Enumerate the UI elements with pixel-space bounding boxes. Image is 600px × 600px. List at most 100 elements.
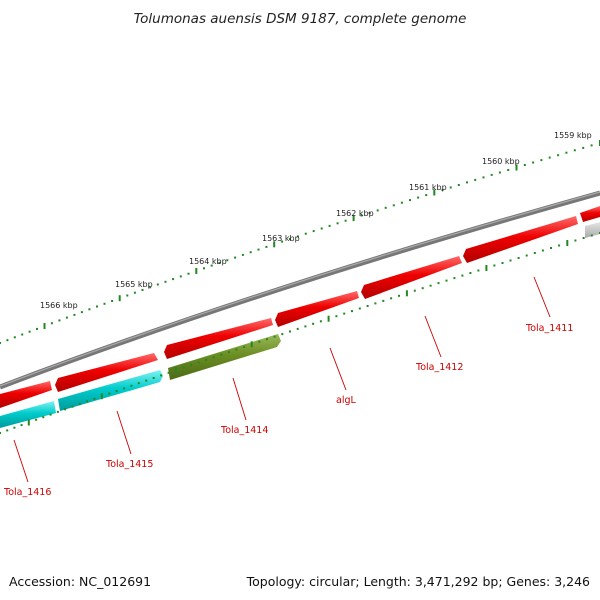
leader-tola-1415 bbox=[116, 410, 132, 455]
ruler-inner-minor-tick bbox=[167, 371, 170, 374]
ruler-inner-minor-tick bbox=[243, 345, 246, 348]
ruler-outer-minor-tick bbox=[400, 201, 403, 204]
gene-arrow-forward-5[interactable] bbox=[55, 353, 158, 392]
ruler-inner-minor-tick bbox=[108, 392, 111, 395]
ruler-tick-label-1562: 1562 kbp bbox=[336, 209, 374, 218]
gene-arrow-edge-top-right[interactable] bbox=[580, 206, 600, 222]
ruler-outer-minor-tick bbox=[50, 322, 53, 325]
ruler-outer-minor-tick bbox=[210, 264, 213, 267]
ruler-outer-minor-tick bbox=[312, 230, 315, 233]
ruler-outer-minor-tick bbox=[474, 178, 477, 181]
ruler-outer-minor-tick bbox=[466, 181, 468, 184]
ruler-tick-label-1559: 1559 kbp bbox=[554, 131, 592, 140]
ruler-outer-minor-tick bbox=[507, 169, 510, 171]
gene-arrow-tola-1411[interactable] bbox=[463, 216, 578, 263]
ruler-outer-major-tick bbox=[195, 268, 198, 274]
ruler-inner-minor-tick bbox=[319, 320, 322, 323]
ruler-inner-minor-tick bbox=[86, 400, 89, 403]
ruler-outer-minor-tick bbox=[265, 245, 268, 248]
ruler-outer-minor-tick bbox=[532, 161, 535, 164]
genome-backbone-highlight bbox=[0, 191, 600, 387]
ruler-inner-major-ticks bbox=[27, 240, 569, 426]
map-title: Tolumonas auensis DSM 9187, complete gen… bbox=[134, 11, 467, 27]
ruler-inner-minor-tick bbox=[477, 269, 480, 272]
ruler-inner-minor-tick bbox=[382, 299, 385, 302]
leader-tola-1414 bbox=[232, 377, 247, 421]
ruler-inner-minor-tick bbox=[582, 237, 585, 239]
ruler-outer-major-tick bbox=[273, 241, 276, 248]
ruler-inner-minor-tick bbox=[64, 408, 67, 411]
ruler-inner-minor-tick bbox=[273, 335, 276, 338]
ruler-inner-minor-tick bbox=[304, 325, 307, 328]
ruler-outer-minor-tick bbox=[111, 300, 114, 302]
gene-arrow-forward-6[interactable] bbox=[0, 381, 52, 408]
gene-label-tola-1415: Tola_1415 bbox=[105, 459, 153, 470]
ruler-inner-major-tick bbox=[327, 315, 330, 322]
ruler-outer-minor-tick bbox=[289, 238, 291, 240]
ruler-outer-minor-tick bbox=[156, 283, 159, 286]
ruler-outer-minor-tick bbox=[441, 189, 444, 191]
ruler-inner-dots bbox=[0, 232, 600, 434]
ruler-inner-minor-tick bbox=[220, 353, 223, 356]
ruler-inner-minor-tick bbox=[182, 366, 185, 369]
ruler-outer-minor-tick bbox=[523, 164, 526, 166]
ruler-outer-minor-tick bbox=[226, 259, 229, 262]
ruler-inner-minor-tick bbox=[517, 257, 520, 259]
ruler-outer-minor-tick bbox=[164, 280, 167, 283]
ruler-inner-minor-tick bbox=[398, 294, 400, 297]
ruler-inner-major-tick bbox=[405, 290, 408, 297]
ruler-outer-minor-tick bbox=[96, 305, 98, 308]
ruler-tick-label-1565: 1565 kbp bbox=[115, 280, 153, 289]
ruler-inner-minor-tick bbox=[6, 429, 9, 432]
ruler-inner-minor-tick bbox=[205, 358, 208, 361]
ruler-outer-minor-tick bbox=[449, 186, 452, 189]
ruler-inner-minor-tick bbox=[413, 289, 416, 292]
gene-arrow-tola-1415[interactable] bbox=[58, 370, 163, 411]
ruler-inner-major-tick bbox=[566, 240, 569, 246]
ruler-inner-major-tick bbox=[250, 341, 253, 348]
ruler-inner-minor-tick bbox=[56, 410, 59, 413]
ruler-outer-minor-tick bbox=[336, 222, 339, 225]
ruler-outer-minor-tick bbox=[582, 146, 585, 149]
ruler-inner-minor-tick bbox=[289, 330, 291, 333]
ruler-tick-label-1564: 1564 kbp bbox=[189, 257, 227, 266]
ruler-inner-minor-tick bbox=[115, 390, 118, 392]
ruler-inner-minor-tick bbox=[145, 379, 148, 382]
ruler-inner-minor-tick bbox=[501, 262, 504, 264]
ruler-inner-minor-tick bbox=[335, 315, 338, 318]
ruler-tick-label-1563: 1563 kbp bbox=[262, 234, 300, 243]
ruler-outer-minor-tick bbox=[565, 151, 568, 154]
gene-label-tola-1411: Tola_1411 bbox=[525, 323, 573, 334]
ruler-outer-minor-tick bbox=[103, 302, 106, 305]
ruler-inner-minor-tick bbox=[49, 413, 52, 416]
ruler-outer-minor-tick bbox=[65, 316, 68, 319]
ruler-inner-minor-tick bbox=[461, 274, 464, 277]
ruler-inner-minor-tick bbox=[190, 364, 193, 366]
gene-arrow-algl[interactable] bbox=[275, 291, 359, 327]
ruler-outer-minor-tick bbox=[590, 144, 593, 147]
gene-arrow-grey-edge[interactable] bbox=[585, 222, 600, 238]
ruler-inner-minor-tick bbox=[312, 322, 315, 325]
ruler-outer-minor-tick bbox=[490, 173, 493, 176]
gene-arrow-tola-1416[interactable] bbox=[0, 401, 56, 428]
gene-arrow-tola-1414[interactable] bbox=[168, 334, 281, 380]
ruler-outer-minor-tick bbox=[203, 267, 205, 270]
ruler-outer-minor-tick bbox=[384, 206, 387, 209]
gene-arrow-tola-1412[interactable] bbox=[361, 256, 462, 299]
ruler-outer-minor-tick bbox=[28, 330, 31, 333]
ruler-inner-minor-tick bbox=[351, 310, 353, 313]
ruler-inner-minor-tick bbox=[227, 351, 230, 354]
ruler-outer-minor-tick bbox=[540, 159, 543, 162]
ruler-outer-minor-tick bbox=[417, 196, 420, 199]
ruler-inner-minor-tick bbox=[281, 333, 284, 336]
gene-arrow-forward-4[interactable] bbox=[164, 318, 273, 359]
ruler-inner-minor-tick bbox=[574, 239, 577, 242]
ruler-outer-major-tick bbox=[352, 215, 355, 222]
leader-tola-1411 bbox=[533, 276, 551, 318]
ruler-outer-dots bbox=[0, 144, 593, 344]
leader-algl bbox=[329, 347, 347, 391]
ruler-inner-minor-tick bbox=[374, 302, 377, 305]
ruler-inner-minor-tick bbox=[358, 307, 361, 310]
ruler-outer-minor-tick bbox=[281, 240, 284, 243]
ruler-inner-minor-tick bbox=[390, 297, 393, 300]
